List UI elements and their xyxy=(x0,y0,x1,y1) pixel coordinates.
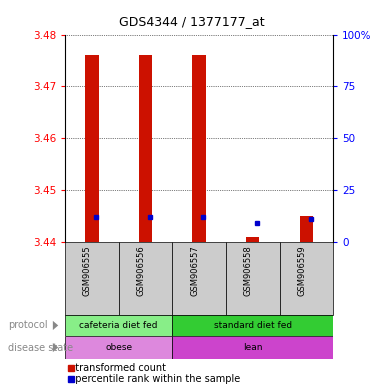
Text: protocol: protocol xyxy=(8,320,47,331)
Text: GDS4344 / 1377177_at: GDS4344 / 1377177_at xyxy=(119,15,264,28)
FancyBboxPatch shape xyxy=(65,242,119,315)
Polygon shape xyxy=(53,343,58,352)
FancyBboxPatch shape xyxy=(280,242,333,315)
Text: GSM906556: GSM906556 xyxy=(137,246,146,296)
FancyBboxPatch shape xyxy=(172,336,333,359)
Text: disease state: disease state xyxy=(8,343,73,353)
Bar xyxy=(139,55,152,242)
FancyBboxPatch shape xyxy=(65,315,172,336)
Text: cafeteria diet fed: cafeteria diet fed xyxy=(80,321,158,330)
Text: standard diet fed: standard diet fed xyxy=(214,321,292,330)
FancyBboxPatch shape xyxy=(119,242,172,315)
Text: transformed count: transformed count xyxy=(69,363,166,373)
Polygon shape xyxy=(53,321,58,330)
Text: obese: obese xyxy=(105,343,132,352)
Bar xyxy=(246,237,259,242)
Text: GSM906558: GSM906558 xyxy=(244,246,253,296)
Bar xyxy=(300,216,313,242)
FancyBboxPatch shape xyxy=(172,242,226,315)
Text: lean: lean xyxy=(243,343,262,352)
FancyBboxPatch shape xyxy=(172,315,333,336)
Bar xyxy=(85,55,99,242)
Text: GSM906557: GSM906557 xyxy=(190,246,199,296)
Text: GSM906559: GSM906559 xyxy=(298,246,306,296)
Text: GSM906555: GSM906555 xyxy=(83,246,92,296)
FancyBboxPatch shape xyxy=(65,336,172,359)
FancyBboxPatch shape xyxy=(226,242,280,315)
Text: percentile rank within the sample: percentile rank within the sample xyxy=(69,374,240,384)
Bar xyxy=(192,55,206,242)
